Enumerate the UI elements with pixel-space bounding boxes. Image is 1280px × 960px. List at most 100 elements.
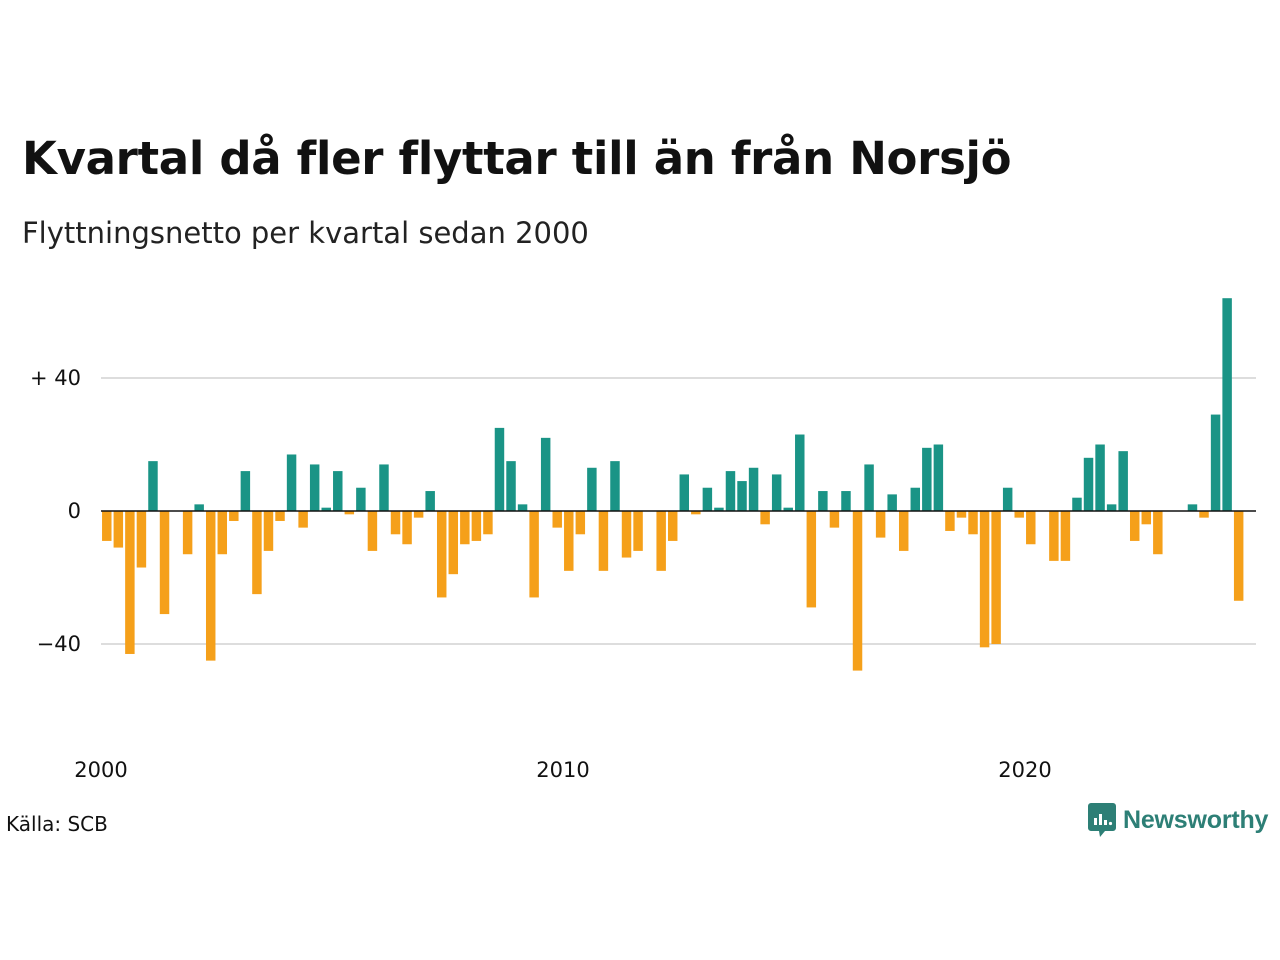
bar-2006-q2 bbox=[390, 511, 401, 535]
bar-2000-q2 bbox=[113, 511, 124, 548]
bar-2003-q2 bbox=[252, 511, 262, 595]
bar-2001-q4 bbox=[182, 511, 193, 555]
bar-2002-q1 bbox=[194, 504, 204, 511]
bar-2012-q2 bbox=[667, 511, 678, 541]
bar-2021-q4 bbox=[1106, 504, 1117, 511]
bar-2010-q2 bbox=[575, 511, 586, 535]
bar-2004-q4 bbox=[321, 507, 331, 512]
bar-2022-q1 bbox=[1118, 451, 1128, 511]
bar-2005-q1 bbox=[333, 471, 343, 511]
brand-logo: Newsworthy bbox=[1088, 803, 1268, 837]
bar-2021-q3 bbox=[1095, 444, 1105, 511]
y-tick-label: −40 bbox=[37, 632, 81, 656]
bar-2004-q2 bbox=[298, 511, 308, 528]
bar-2009-q1 bbox=[517, 504, 528, 511]
bar-2007-q1 bbox=[425, 491, 435, 511]
bar-2005-q3 bbox=[356, 487, 366, 512]
bar-2016-q2 bbox=[852, 511, 863, 671]
bar-2005-q2 bbox=[344, 511, 355, 515]
bar-2010-q4 bbox=[598, 511, 609, 571]
bar-2016-q1 bbox=[841, 491, 851, 511]
bar-2018-q4 bbox=[968, 511, 978, 535]
gridlines bbox=[101, 377, 1256, 645]
bar-2004-q3 bbox=[309, 464, 320, 511]
bar-2024-q2 bbox=[1222, 298, 1232, 511]
bar-2004-q1 bbox=[286, 454, 297, 512]
bar-2001-q1 bbox=[148, 461, 158, 512]
bar-2002-q3 bbox=[217, 511, 228, 555]
bar-2022-q3 bbox=[1141, 511, 1152, 525]
bar-2007-q3 bbox=[448, 511, 459, 575]
bar-2008-q2 bbox=[483, 511, 493, 535]
bar-2023-q4 bbox=[1199, 511, 1209, 518]
bar-2021-q2 bbox=[1083, 457, 1094, 511]
bar-2014-q1 bbox=[748, 467, 759, 511]
bar-2017-q2 bbox=[898, 511, 909, 551]
bar-2020-q3 bbox=[1049, 511, 1059, 561]
bar-2009-q2 bbox=[529, 511, 539, 598]
bar-2011-q3 bbox=[633, 511, 643, 551]
source-note: Källa: SCB bbox=[6, 812, 108, 836]
bar-chart: + 40 0 −40 2000 2010 2020 bbox=[30, 298, 1256, 782]
bar-2003-q1 bbox=[240, 471, 251, 511]
x-tick-label: 2000 bbox=[74, 758, 127, 782]
brand-name: Newsworthy bbox=[1123, 805, 1269, 834]
bar-2017-q4 bbox=[922, 447, 932, 511]
bar-2013-q4 bbox=[737, 481, 747, 511]
bar-2019-q3 bbox=[1002, 487, 1013, 512]
bar-2022-q2 bbox=[1129, 511, 1140, 541]
bar-2007-q4 bbox=[460, 511, 470, 545]
bar-2017-q3 bbox=[910, 487, 921, 512]
bar-2022-q4 bbox=[1153, 511, 1163, 555]
y-tick-label: 0 bbox=[68, 499, 81, 523]
bar-2018-q3 bbox=[956, 511, 967, 518]
bar-2013-q3 bbox=[725, 471, 736, 511]
bar-2014-q3 bbox=[771, 474, 782, 512]
bar-2014-q4 bbox=[783, 507, 793, 512]
bar-2015-q1 bbox=[795, 434, 805, 511]
chart-subtitle: Flyttningsnetto per kvartal sedan 2000 bbox=[22, 216, 589, 250]
bar-2016-q3 bbox=[864, 464, 874, 511]
bar-2011-q2 bbox=[621, 511, 632, 558]
bar-2008-q3 bbox=[494, 427, 505, 512]
x-axis-labels: 2000 2010 2020 bbox=[74, 758, 1051, 782]
bar-2023-q3 bbox=[1187, 504, 1198, 511]
bar-2018-q1 bbox=[933, 444, 944, 511]
bar-2010-q1 bbox=[564, 511, 574, 571]
bar-2019-q4 bbox=[1014, 511, 1024, 518]
x-tick-label: 2020 bbox=[998, 758, 1051, 782]
bar-2011-q1 bbox=[610, 461, 620, 512]
bar-2013-q1 bbox=[702, 487, 713, 512]
y-axis-labels: + 40 0 −40 bbox=[30, 366, 81, 656]
bar-2021-q1 bbox=[1072, 497, 1082, 511]
bar-2000-q1 bbox=[102, 511, 112, 541]
bar-2012-q1 bbox=[656, 511, 666, 571]
bar-2005-q4 bbox=[367, 511, 378, 551]
chart-title: Kvartal då fler flyttar till än från Nor… bbox=[22, 132, 1012, 185]
bar-2000-q4 bbox=[136, 511, 147, 568]
newsworthy-logo-icon bbox=[1088, 803, 1116, 837]
x-tick-label: 2010 bbox=[536, 758, 589, 782]
bar-2019-q1 bbox=[979, 511, 990, 648]
bar-2008-q1 bbox=[471, 511, 482, 541]
bar-2002-q4 bbox=[229, 511, 239, 521]
bar-2001-q2 bbox=[159, 511, 170, 615]
bar-2010-q3 bbox=[587, 467, 597, 511]
bar-2000-q3 bbox=[125, 511, 135, 654]
bar-2024-q3 bbox=[1233, 511, 1244, 601]
bar-2020-q1 bbox=[1026, 511, 1036, 545]
bar-2014-q2 bbox=[760, 511, 770, 525]
bar-2015-q3 bbox=[818, 491, 828, 511]
bar-2012-q3 bbox=[679, 474, 690, 512]
bars bbox=[102, 298, 1244, 671]
bar-2006-q1 bbox=[379, 464, 389, 511]
bar-2016-q4 bbox=[875, 511, 886, 538]
bar-2002-q2 bbox=[205, 511, 216, 661]
bar-2012-q4 bbox=[691, 511, 701, 515]
bar-2008-q4 bbox=[506, 461, 516, 512]
bar-2009-q4 bbox=[552, 511, 562, 528]
bar-2003-q4 bbox=[275, 511, 285, 521]
bar-2020-q4 bbox=[1060, 511, 1071, 561]
y-tick-label: + 40 bbox=[30, 366, 81, 390]
bar-2017-q1 bbox=[887, 494, 897, 512]
